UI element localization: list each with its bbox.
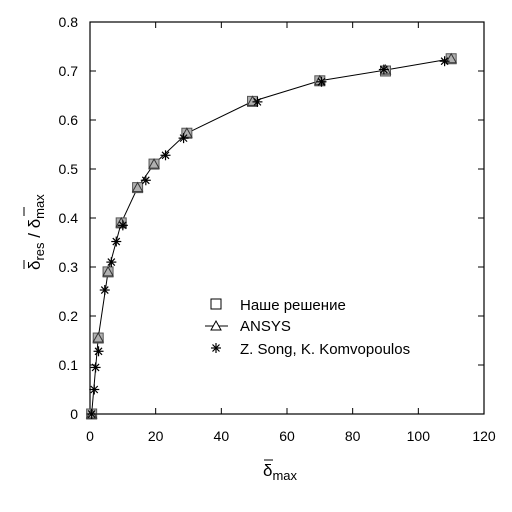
svg-text:δmax: δmax <box>263 461 298 483</box>
star-point <box>117 220 128 231</box>
star-point <box>99 285 110 296</box>
y-title-num-sub: res <box>32 242 47 261</box>
triangle-point <box>246 95 259 106</box>
legend-triangle-marker <box>210 319 222 331</box>
star-point <box>178 133 189 144</box>
star-point <box>89 384 100 395</box>
legend-square-marker <box>210 298 222 310</box>
y-title-num-main: δ <box>25 261 44 270</box>
series-line <box>91 58 452 415</box>
x-title-sub: max <box>272 468 297 483</box>
y-tick-label: 0.6 <box>59 112 79 128</box>
legend: Наше решение ANSYS Z. Song, K. Komvopoul… <box>205 297 410 358</box>
x-title-main: δ <box>263 461 272 480</box>
legend-item-star: Z. Song, K. Komvopoulos <box>211 341 410 358</box>
x-tick-label: 40 <box>214 428 230 444</box>
triangle-point <box>181 127 193 138</box>
star-point <box>140 175 151 186</box>
y-tick-label: 0.3 <box>59 259 79 275</box>
star-point <box>252 96 263 107</box>
markers-group <box>85 52 458 420</box>
y-title-den-main: δ <box>25 219 44 228</box>
legend-label-2: Z. Song, K. Komvopoulos <box>240 341 410 358</box>
triangle-point <box>148 158 160 169</box>
triangle-point <box>102 265 114 277</box>
star-point <box>316 76 327 87</box>
star-point <box>93 346 104 357</box>
svg-text:δres / δmax: δres / δmax <box>25 194 47 270</box>
y-tick-label: 0.4 <box>59 210 79 226</box>
y-title-den-sub: max <box>32 194 47 219</box>
x-tick-label: 0 <box>86 428 94 444</box>
y-tick-label: 0.2 <box>59 308 79 324</box>
y-tick-label: 0.8 <box>59 14 79 30</box>
star-point <box>86 409 97 419</box>
legend-item-square: Наше решение <box>210 297 346 314</box>
ticks-group: 0 20 40 60 80 100 120 0 0.1 0.2 0.3 0.4 0.5 0.6 0.7 0.8 <box>59 14 496 444</box>
star-point <box>106 257 117 268</box>
x-tick-label: 120 <box>472 428 496 444</box>
y-tick-label: 0.1 <box>59 357 79 373</box>
triangle-point <box>445 52 458 64</box>
legend-item-triangle: ANSYS <box>205 318 291 335</box>
y-tick-label: 0.5 <box>59 161 79 177</box>
y-title-sep: / <box>25 228 44 242</box>
y-axis-title: δres / δmax <box>23 194 47 270</box>
x-tick-label: 20 <box>148 428 164 444</box>
x-axis-title: δmax <box>263 459 298 483</box>
triangle-point <box>131 181 144 193</box>
x-tick-label: 80 <box>345 428 361 444</box>
triangle-point <box>92 332 105 343</box>
y-tick-label: 0.7 <box>59 63 79 79</box>
y-tick-label: 0 <box>70 406 78 422</box>
legend-star-marker <box>211 343 221 353</box>
star-point <box>378 64 389 75</box>
fit-curve-group <box>91 58 452 415</box>
legend-label-1: ANSYS <box>240 318 291 335</box>
star-point <box>111 236 122 247</box>
x-tick-label: 100 <box>407 428 431 444</box>
star-point <box>439 56 450 67</box>
star-point <box>90 362 101 373</box>
star-point <box>160 150 171 161</box>
x-tick-label: 60 <box>279 428 295 444</box>
legend-label-0: Наше решение <box>240 297 346 314</box>
